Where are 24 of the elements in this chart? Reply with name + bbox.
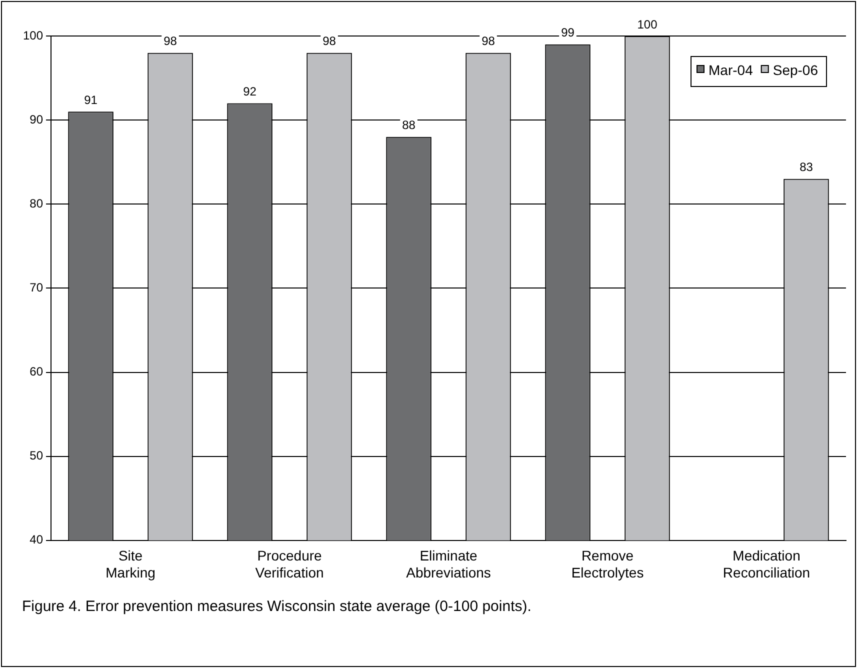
data-label: 83 [800, 160, 814, 174]
y-tick-label: 90 [30, 112, 44, 126]
data-label: 98 [164, 34, 178, 48]
caption: Figure 4. Error prevention measures Wisconsin state average (0-100 points). [22, 598, 532, 615]
y-tick-label: 100 [22, 28, 44, 42]
data-label: 92 [243, 84, 257, 99]
legend-label: Sep-06 [772, 62, 818, 78]
y-tick-label: 70 [30, 280, 44, 295]
data-label: 99 [561, 26, 575, 40]
data-label: 98 [322, 34, 336, 48]
legend-label: Mar-04 [708, 62, 754, 78]
data-label: 100 [637, 17, 658, 32]
x-tick-label: Eliminate Abbreviations [406, 548, 491, 580]
x-tick-label: Procedure Verification [255, 548, 324, 580]
data-label: 91 [84, 92, 98, 107]
y-tick-label: 40 [30, 532, 44, 547]
y-tick-label: 50 [30, 448, 44, 463]
data-label: 88 [402, 118, 416, 132]
x-tick-label: Remove Electrolytes [571, 548, 644, 580]
x-tick-label: Site Marking [106, 548, 156, 580]
data-label: 98 [482, 34, 496, 48]
x-tick-label: Medication Reconciliation [722, 548, 810, 580]
y-tick-label: 80 [30, 196, 44, 210]
y-tick-label: 60 [30, 364, 44, 379]
